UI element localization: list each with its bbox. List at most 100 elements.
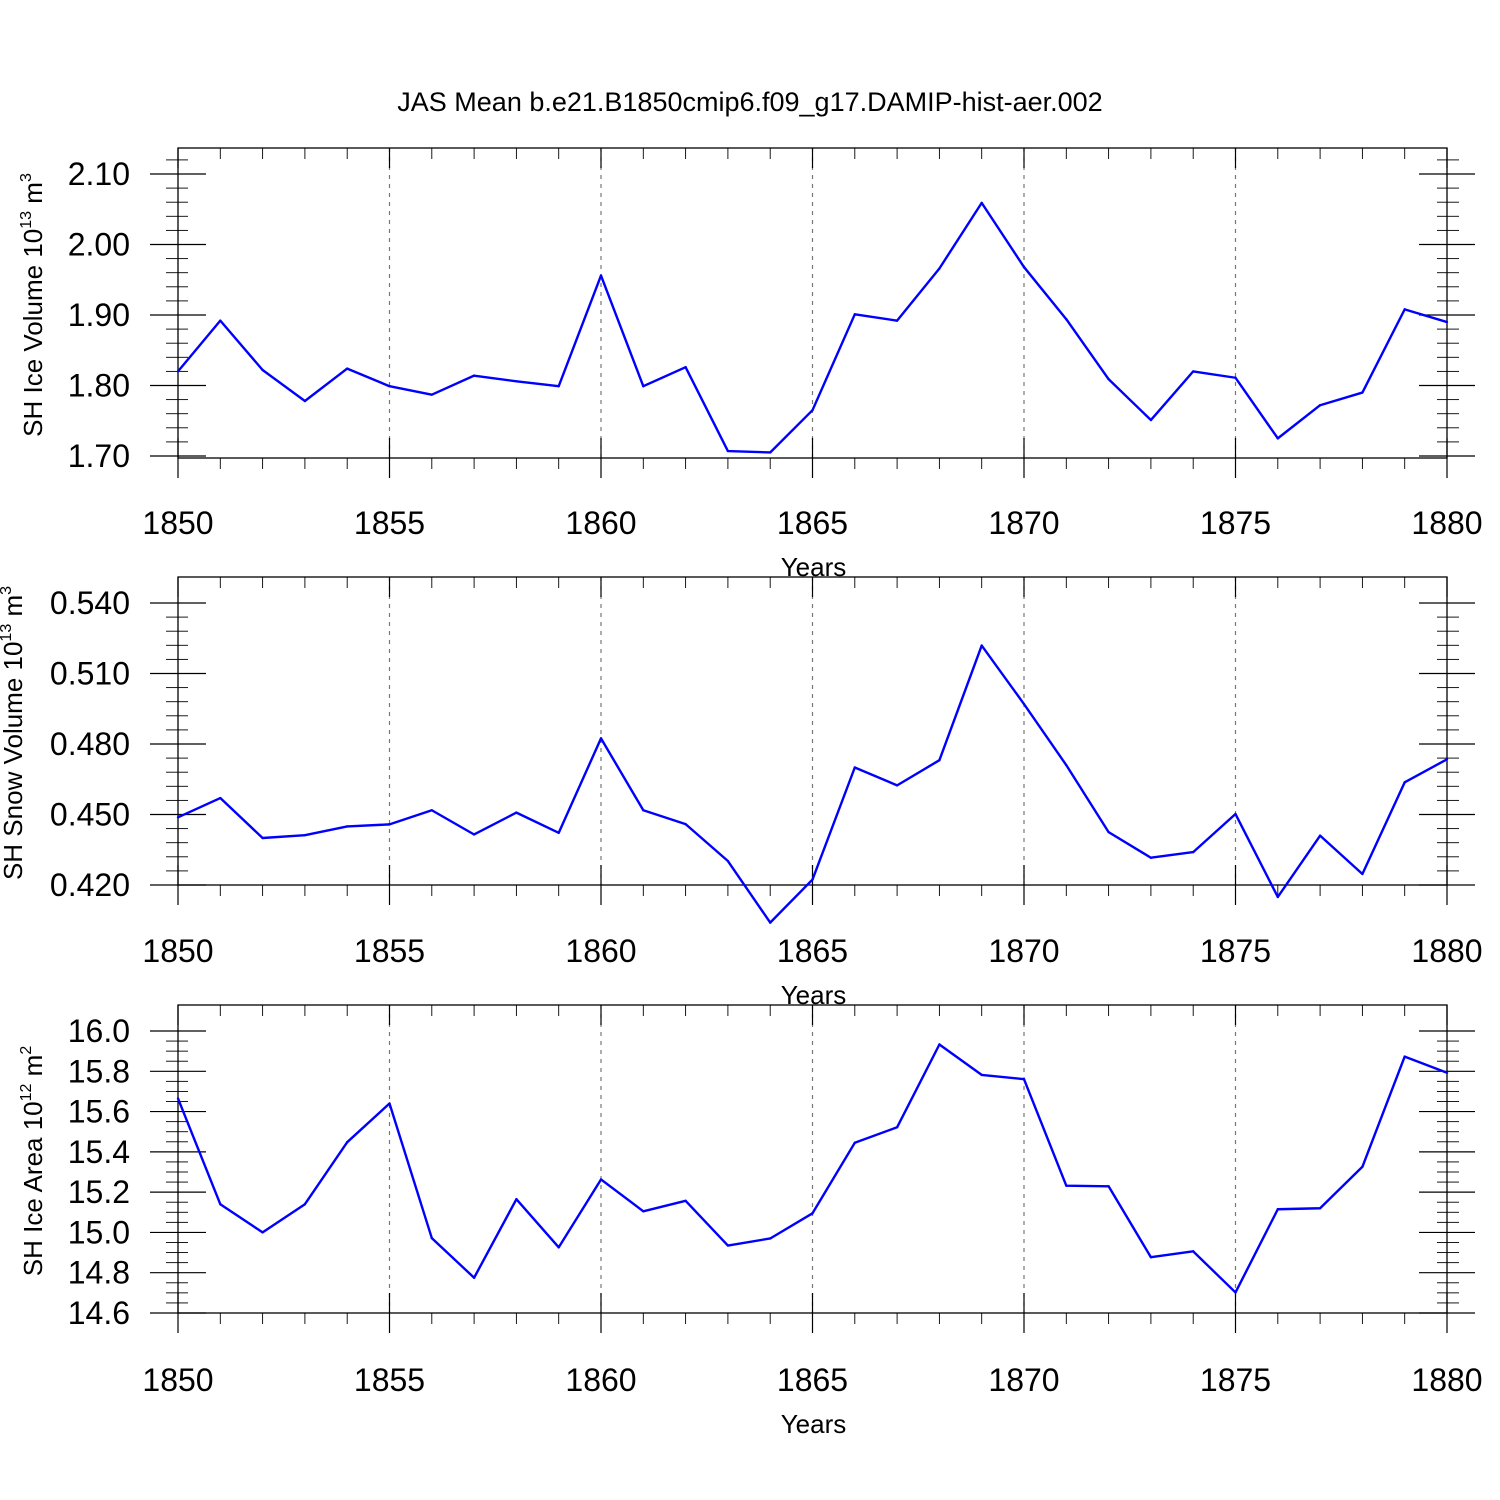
x-tick-label: 1880 — [1411, 1362, 1482, 1398]
data-point — [1149, 1256, 1153, 1259]
y-tick-label: 2.00 — [68, 227, 130, 263]
data-point — [853, 766, 856, 769]
data-point — [1445, 1071, 1449, 1074]
data-point — [219, 1203, 222, 1206]
data-point — [261, 1231, 264, 1234]
y-axis-label: SH Snow Volume 1013 m3 — [0, 586, 28, 880]
data-point — [684, 365, 687, 369]
x-tick-label: 1870 — [988, 1362, 1059, 1398]
data-point — [1022, 1077, 1026, 1081]
data-point — [430, 809, 433, 812]
data-point — [726, 449, 730, 453]
data-point — [1065, 1184, 1068, 1187]
data-point — [1318, 1207, 1322, 1210]
data-point — [557, 831, 560, 835]
data-point — [684, 822, 687, 826]
data-point — [472, 833, 476, 836]
x-tick-label: 1875 — [1200, 505, 1271, 541]
data-point — [430, 393, 433, 396]
data-point — [303, 399, 307, 403]
data-point — [1192, 850, 1195, 854]
data-point — [1192, 1250, 1195, 1253]
data-point — [1276, 895, 1280, 899]
data-point — [261, 836, 264, 840]
y-tick-label: 14.8 — [68, 1255, 130, 1291]
panel-2: 1850 1855 1860 1865 1870 1875 1880Years0.4200.… — [0, 576, 1483, 1010]
y-tick-label: 15.2 — [68, 1174, 130, 1210]
data-point — [261, 368, 264, 372]
data-point — [515, 1197, 518, 1201]
x-tick-label: 1860 — [565, 505, 636, 541]
data-point — [726, 859, 730, 863]
x-tick-label: 1855 — [354, 1362, 425, 1398]
data-point — [599, 274, 603, 277]
data-point — [980, 1073, 983, 1077]
data-point — [1445, 758, 1449, 761]
panel-1: 1850 1855 1860 1865 1870 1875 1880Years1.701.8… — [18, 147, 1483, 582]
data-point — [1234, 1291, 1237, 1294]
x-tick-label: 1880 — [1411, 505, 1482, 541]
data-point — [472, 374, 476, 377]
data-point — [176, 816, 180, 819]
y-axis-label: SH Ice Volume 1013 m3 — [18, 173, 48, 437]
data-point — [1276, 437, 1280, 440]
x-tick-label: 1875 — [1200, 1362, 1271, 1398]
y-tick-label: 15.0 — [68, 1214, 130, 1250]
panel-3: 1850 1855 1860 1865 1870 1875 1880 Years 14.6 14.… — [18, 1004, 1483, 1439]
data-point — [1022, 265, 1026, 269]
x-tick-label: 1850 — [142, 1362, 213, 1398]
x-axis-label: Years — [781, 1409, 847, 1439]
data-point — [1361, 391, 1364, 394]
data-point — [1445, 320, 1449, 324]
y-tick-label: 14.6 — [68, 1295, 130, 1331]
y-tick-label: 16.0 — [68, 1013, 130, 1049]
x-tick-label: 1855 — [354, 505, 425, 541]
data-point — [642, 809, 645, 812]
data-point — [1403, 781, 1406, 784]
data-point — [1107, 377, 1110, 381]
data-point — [176, 1097, 180, 1100]
data-point — [1318, 834, 1322, 837]
data-point — [599, 737, 603, 740]
data-point — [769, 451, 772, 454]
data-point — [303, 833, 307, 837]
data-point — [811, 878, 814, 881]
y-tick-label: 1.90 — [68, 297, 130, 333]
y-tick-label: 1.70 — [68, 438, 130, 474]
x-tick-label: 1865 — [777, 933, 848, 969]
figure-title: JAS Mean b.e21.B1850cmip6.f09_g17.DAMIP-… — [397, 87, 1102, 117]
data-point — [1276, 1208, 1280, 1211]
y-tick-label: 0.480 — [50, 726, 130, 762]
data-point — [303, 1203, 307, 1206]
x-tick-label: 1880 — [1411, 933, 1482, 969]
data-point — [346, 825, 349, 828]
data-point — [557, 385, 560, 388]
data-point — [642, 1210, 645, 1213]
x-tick-label: 1870 — [988, 933, 1059, 969]
data-point — [938, 267, 941, 270]
y-tick-label: 1.80 — [68, 368, 130, 404]
y-axis-label: SH Ice Area 1012 m2 — [18, 1046, 48, 1277]
data-point — [853, 1141, 856, 1144]
data-point — [1192, 370, 1195, 373]
data-point — [346, 1140, 349, 1144]
y-tick-label: 0.450 — [50, 797, 130, 833]
data-point — [1403, 308, 1406, 311]
data-point — [769, 921, 772, 924]
data-point — [684, 1199, 687, 1203]
data-point — [388, 1102, 391, 1105]
data-point — [811, 1212, 814, 1215]
data-point — [726, 1244, 730, 1247]
data-point — [895, 319, 899, 322]
data-point — [1149, 418, 1153, 422]
y-tick-label: 0.420 — [50, 867, 130, 903]
data-point — [1234, 812, 1237, 816]
data-point — [388, 823, 391, 826]
data-point — [1107, 1185, 1110, 1188]
data-point — [1361, 872, 1364, 876]
data-point — [1149, 856, 1153, 859]
data-point — [1022, 702, 1026, 706]
x-tick-label: 1860 — [565, 933, 636, 969]
